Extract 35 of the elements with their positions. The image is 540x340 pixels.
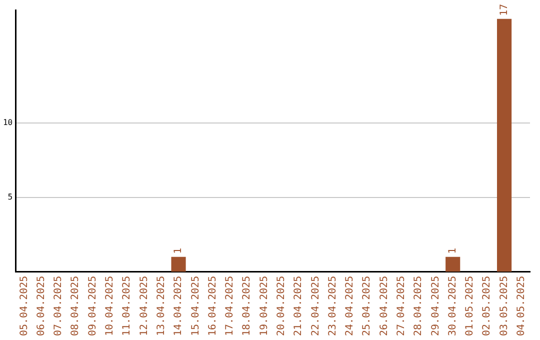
data-label: 1 bbox=[447, 248, 458, 254]
x-tick-label: 14.04.2025 bbox=[173, 276, 184, 336]
data-label: 17 bbox=[498, 4, 510, 16]
x-tick-label: 19.04.2025 bbox=[258, 276, 270, 336]
x-tick-label: 24.04.2025 bbox=[344, 276, 356, 336]
x-tick-label: 29.04.2025 bbox=[430, 276, 442, 336]
x-tick-label: 12.04.2025 bbox=[138, 276, 150, 336]
x-tick-label: 05.04.2025 bbox=[18, 276, 30, 336]
x-tick-label: 07.04.2025 bbox=[53, 276, 64, 336]
x-tick-label: 21.04.2025 bbox=[293, 276, 304, 336]
x-tick-label: 10.04.2025 bbox=[104, 276, 116, 336]
x-tick-label: 06.04.2025 bbox=[36, 276, 47, 336]
x-tick-label: 18.04.2025 bbox=[242, 276, 253, 336]
x-tick-label: 03.05.2025 bbox=[498, 276, 510, 336]
y-tick-label: 5 bbox=[8, 192, 13, 202]
x-tick-label: 15.04.2025 bbox=[190, 276, 202, 336]
x-tick-label: 28.04.2025 bbox=[413, 276, 424, 336]
data-label: 1 bbox=[173, 248, 184, 254]
x-tick-label: 08.04.2025 bbox=[70, 276, 82, 336]
x-tick-label: 20.04.2025 bbox=[276, 276, 287, 336]
x-tick-label: 01.05.2025 bbox=[464, 276, 476, 336]
x-tick-label: 02.05.2025 bbox=[482, 276, 493, 336]
y-tick-label: 10 bbox=[2, 118, 13, 128]
x-tick-label: 25.04.2025 bbox=[362, 276, 373, 336]
x-tick-label: 26.04.2025 bbox=[378, 276, 390, 336]
x-tick-label: 04.05.2025 bbox=[516, 276, 528, 336]
x-tick-label: 16.04.2025 bbox=[207, 276, 218, 336]
x-tick-label: 22.04.2025 bbox=[310, 276, 322, 336]
x-tick-label: 13.04.2025 bbox=[156, 276, 167, 336]
x-tick-label: 30.04.2025 bbox=[447, 276, 458, 336]
x-tick-label: 23.04.2025 bbox=[327, 276, 338, 336]
x-tick-label: 11.04.2025 bbox=[122, 276, 133, 336]
x-tick-label: 17.04.2025 bbox=[224, 276, 236, 336]
x-tick-label: 27.04.2025 bbox=[396, 276, 407, 336]
x-tick-label: 09.04.2025 bbox=[87, 276, 98, 336]
